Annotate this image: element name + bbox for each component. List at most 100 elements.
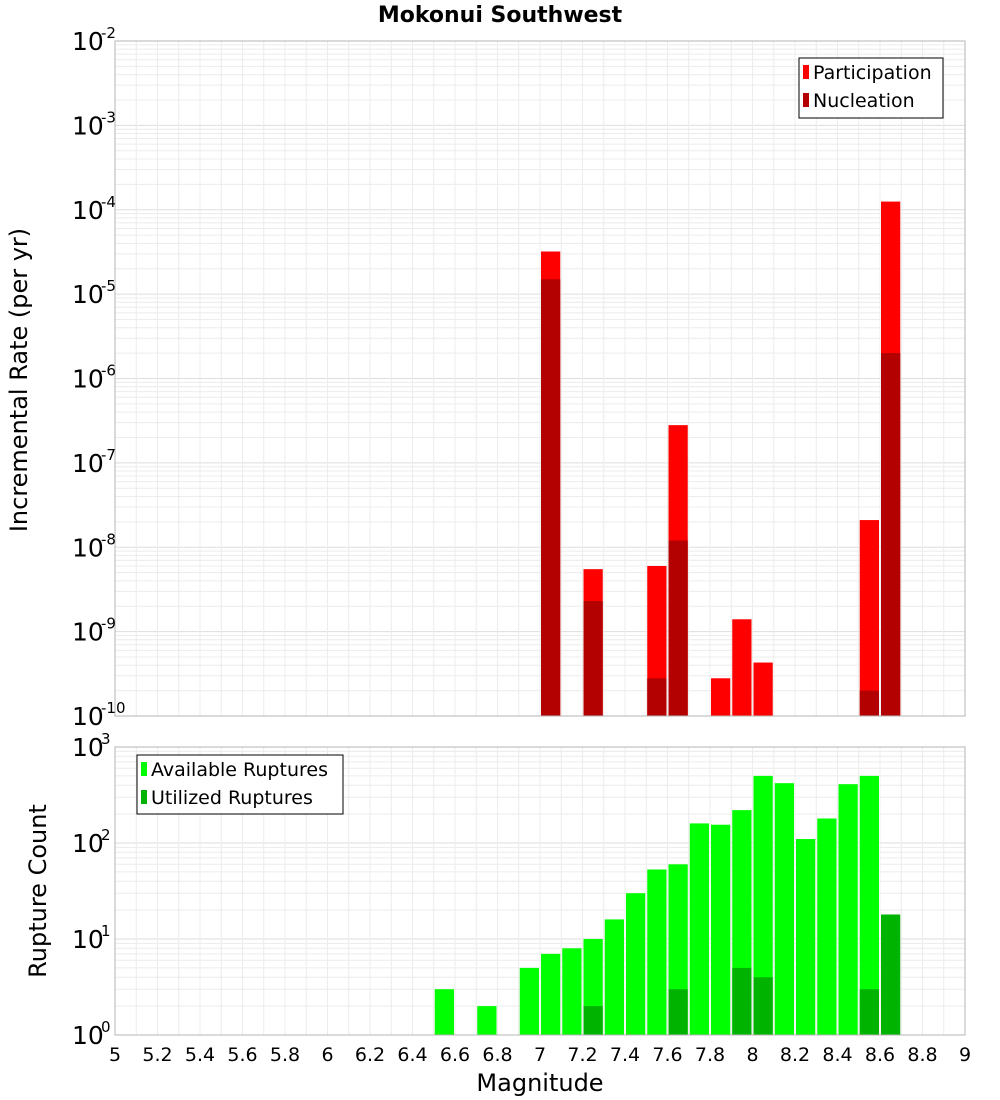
bar [583,1006,603,1035]
y-tick-exponent: 0 [101,1018,111,1036]
bar [753,662,773,716]
y-tick-label: 10 [72,733,104,762]
bar [732,967,752,1035]
bar [562,948,582,1035]
y-tick-exponent: 2 [101,826,111,844]
legend-label: Utilized Ruptures [151,787,313,809]
y-tick-exponent: 1 [101,922,111,940]
bar [668,540,688,716]
bottom-y-axis-label: Rupture Count [24,804,52,978]
x-tick-label: 8.6 [865,1044,895,1066]
x-tick-label: 5.6 [227,1044,257,1066]
y-tick-label: 10 [72,365,104,394]
bar [859,989,879,1035]
bar [881,353,901,716]
legend-label: Participation [813,62,932,84]
chart-title: Mokonui Southwest [378,3,623,28]
bar [753,775,773,1035]
legend-swatch [803,65,809,79]
y-tick-exponent: -7 [101,446,116,464]
legend-2: Available Ruptures Utilized Ruptures [136,754,344,815]
y-tick-label: 10 [72,618,104,647]
bar [838,784,858,1035]
legend-1: Participation Nucleation [798,57,944,119]
legend-swatch [141,790,147,804]
legend-box [798,57,944,119]
x-tick-label: 7.6 [652,1044,682,1066]
x-tick-label: 7.8 [695,1044,725,1066]
y-tick-exponent: -6 [101,362,116,380]
x-tick-label: 7.4 [610,1044,640,1066]
bar [859,775,879,1035]
x-axis-label: Magnitude [476,1069,603,1097]
bar [477,1006,497,1035]
x-tick-label: 6 [321,1044,333,1066]
x-tick-label: 6.2 [355,1044,385,1066]
series-nucleation [541,279,901,716]
x-tick-label: 8 [746,1044,758,1066]
bar [647,869,667,1035]
y-tick-exponent: -10 [101,699,126,717]
grid-1 [114,41,966,717]
y-tick-exponent: -8 [101,530,116,548]
y-tick-label: 10 [72,27,104,56]
y-tick-exponent: -4 [101,193,116,211]
bar [774,783,794,1035]
x-tick-label: 6.6 [440,1044,470,1066]
y-tick-label: 10 [72,449,104,478]
bar [796,839,816,1035]
y-tick-label: 10 [72,111,104,140]
x-tick-label: 8.8 [907,1044,937,1066]
plot-frame-1 [114,40,966,717]
plot-frame-2 [114,746,966,1036]
x-tick-label: 9 [959,1044,971,1066]
bar [519,967,539,1035]
bar [732,619,752,716]
x-tick-label: 5.8 [270,1044,300,1066]
bar [541,279,561,716]
bar [817,818,837,1035]
x-tick-label: 5 [109,1044,121,1066]
x-tick-label: 6.8 [482,1044,512,1066]
y-tick-exponent: 3 [101,730,111,748]
x-tick-label: 7 [534,1044,546,1066]
legend-swatch [803,93,809,107]
series-utilized-ruptures [583,914,901,1035]
bar [859,520,879,716]
bar [583,601,603,716]
bar [647,678,667,716]
x-tick-label: 6.4 [397,1044,427,1066]
y-tick-label: 10 [72,533,104,562]
bar [881,914,901,1035]
bar [711,678,731,716]
bar [753,977,773,1035]
bar [711,824,731,1035]
y-tick-exponent: -9 [101,615,116,633]
y-tick-label: 10 [72,196,104,225]
bar [541,953,561,1035]
x-tick-label: 5.2 [142,1044,172,1066]
top-y-axis-label: Incremental Rate (per yr) [5,228,33,532]
y-tick-label: 10 [72,280,104,309]
y-tick-label: 10 [72,925,104,954]
y-tick-label: 10 [72,702,104,731]
x-tick-label: 7.2 [567,1044,597,1066]
bar [859,690,879,716]
x-tick-label: 8.2 [780,1044,810,1066]
y-tick-exponent: -3 [101,108,116,126]
bar [604,919,624,1035]
legend-label: Available Ruptures [151,759,328,781]
y-tick-exponent: -5 [101,277,116,295]
x-tick-label: 5.4 [185,1044,215,1066]
bar [689,823,709,1035]
y-tick-label: 10 [72,829,104,858]
y-tick-exponent: -2 [101,24,116,42]
bar [626,893,646,1035]
bar [668,989,688,1035]
bar [434,989,454,1035]
legend-box [136,754,344,815]
y-tick-label: 10 [72,1021,104,1050]
legend-label: Nucleation [813,90,915,112]
legend-swatch [141,762,147,776]
